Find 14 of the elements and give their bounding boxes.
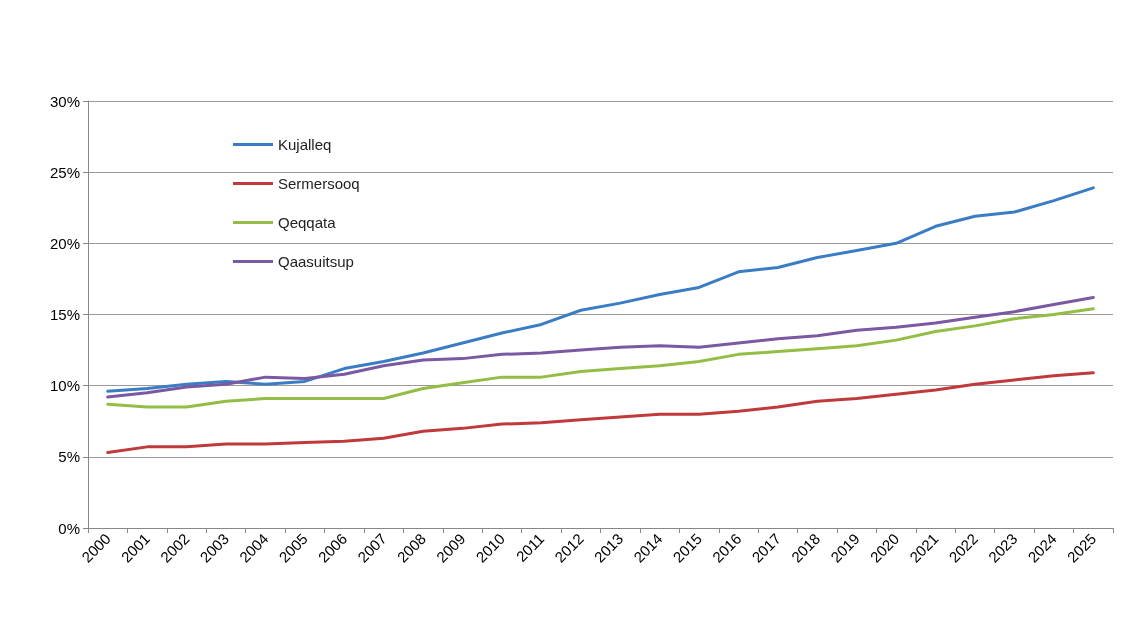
line-series	[106, 307, 1095, 409]
y-tick-label: 0%	[58, 519, 80, 537]
legend-label: Sermersooq	[278, 175, 360, 192]
y-tick-label: 10%	[49, 377, 80, 395]
y-tick-label: 15%	[49, 306, 80, 323]
y-tick-label: 25%	[49, 163, 80, 181]
y-tick-label: 30%	[49, 92, 80, 110]
line-series	[106, 295, 1095, 399]
y-tick-label: 20%	[49, 234, 80, 252]
legend-label: Qeqqata	[278, 214, 337, 231]
y-tick-label: 5%	[58, 448, 80, 466]
legend-label: Kujalleq	[278, 136, 332, 153]
legend-label: Qaasuitsup	[278, 253, 354, 270]
line-series	[106, 371, 1095, 455]
